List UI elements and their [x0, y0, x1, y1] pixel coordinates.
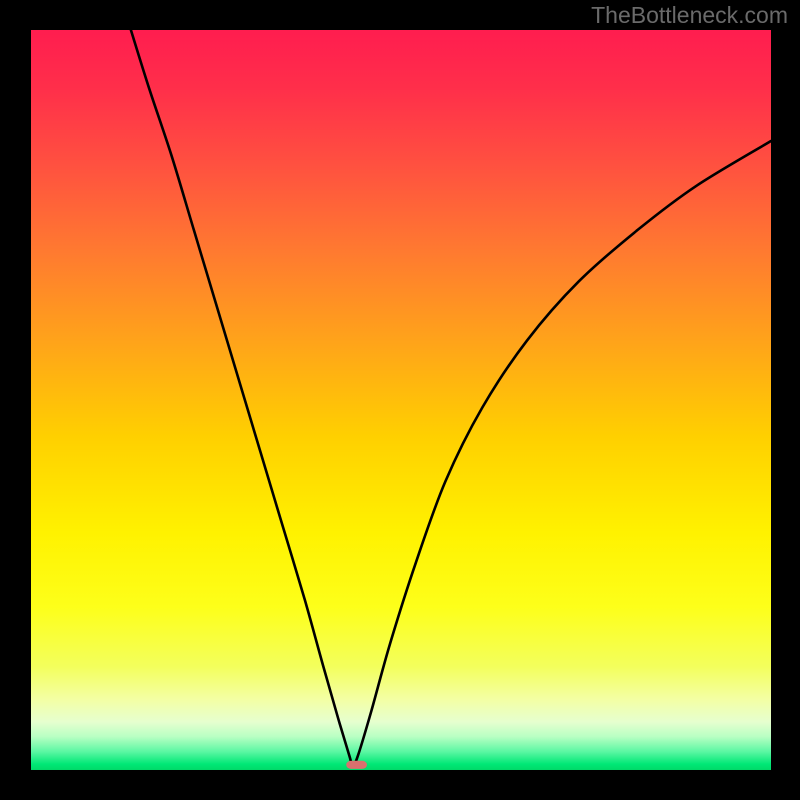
bottleneck-chart	[0, 0, 800, 800]
plot-background	[31, 30, 771, 770]
minimum-marker	[346, 761, 367, 769]
watermark-text: TheBottleneck.com	[591, 2, 788, 29]
chart-container: TheBottleneck.com	[0, 0, 800, 800]
